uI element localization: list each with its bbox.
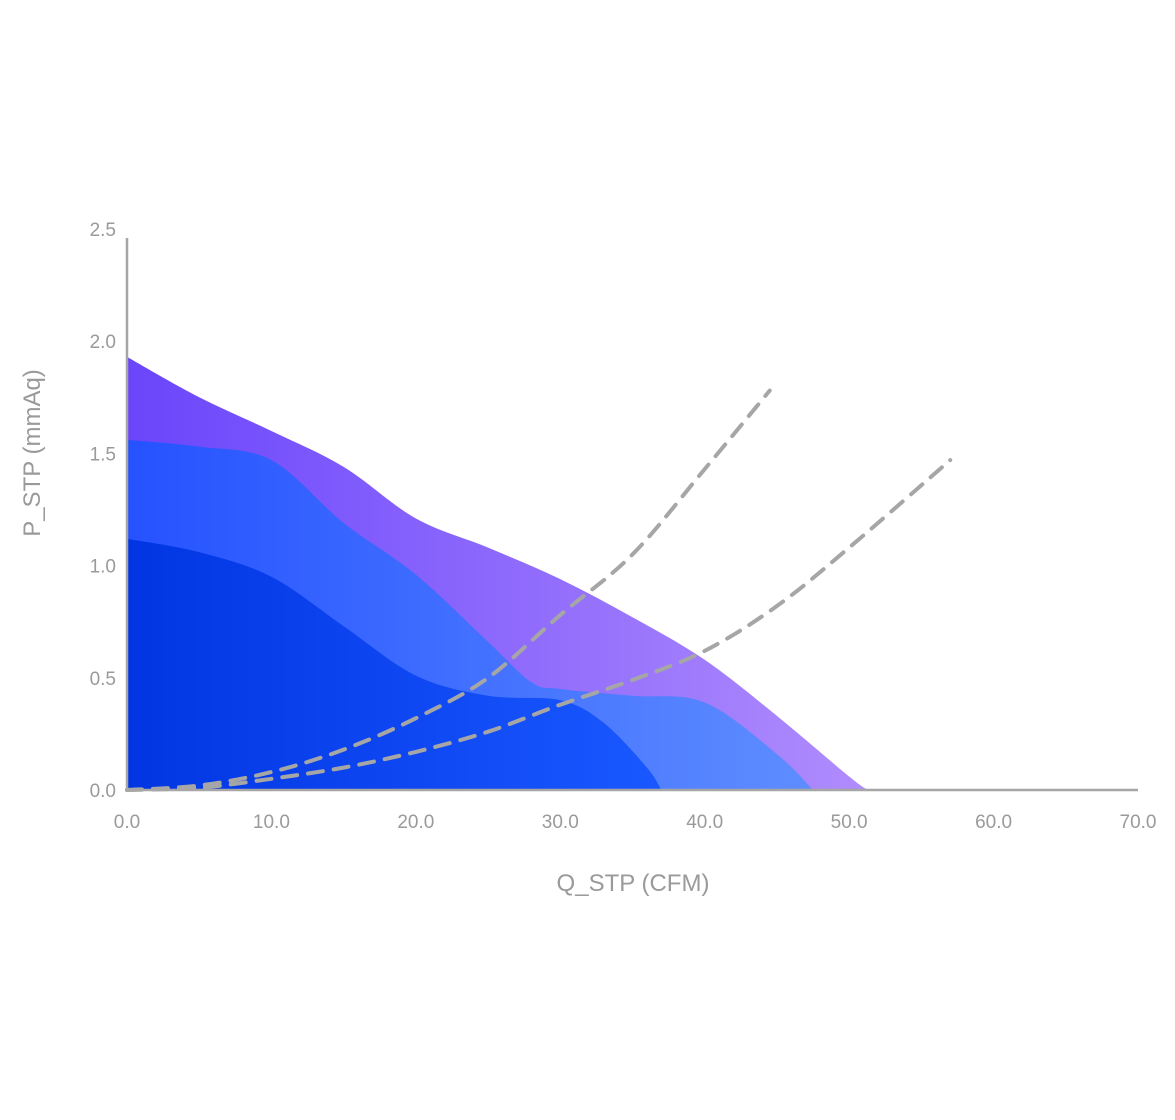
x-tick-labels: 0.0 10.0 20.0 30.0 40.0 50.0 60.0 70.0 xyxy=(114,812,1157,833)
system-curve-layer xyxy=(125,388,953,792)
y-axis-title: P_STP (mmAq) xyxy=(19,369,46,537)
y-tick-label: 1.0 xyxy=(90,557,116,578)
x-tick-label: 10.0 xyxy=(253,812,290,833)
y-tick-label: 2.0 xyxy=(90,332,116,353)
x-tick-label: 20.0 xyxy=(397,812,434,833)
x-tick-label: 40.0 xyxy=(686,812,723,833)
x-tick-label: 50.0 xyxy=(831,812,868,833)
system-curve-2 xyxy=(125,458,953,792)
x-tick-label: 60.0 xyxy=(975,812,1012,833)
x-tick-label: 70.0 xyxy=(1120,812,1157,833)
y-tick-label: 0.5 xyxy=(90,669,116,690)
y-tick-labels: 0.0 0.5 1.0 1.5 2.0 2.5 xyxy=(90,220,116,802)
x-tick-label: 30.0 xyxy=(542,812,579,833)
area-low xyxy=(127,538,662,790)
y-tick-label: 1.5 xyxy=(90,444,116,465)
y-tick-label: 0.0 xyxy=(90,781,116,802)
system-curve-1 xyxy=(125,388,772,792)
x-tick-label: 0.0 xyxy=(114,812,140,833)
y-tick-label: 2.5 xyxy=(90,220,116,241)
x-axis-title: Q_STP (CFM) xyxy=(557,870,710,897)
area-layer xyxy=(127,356,868,790)
